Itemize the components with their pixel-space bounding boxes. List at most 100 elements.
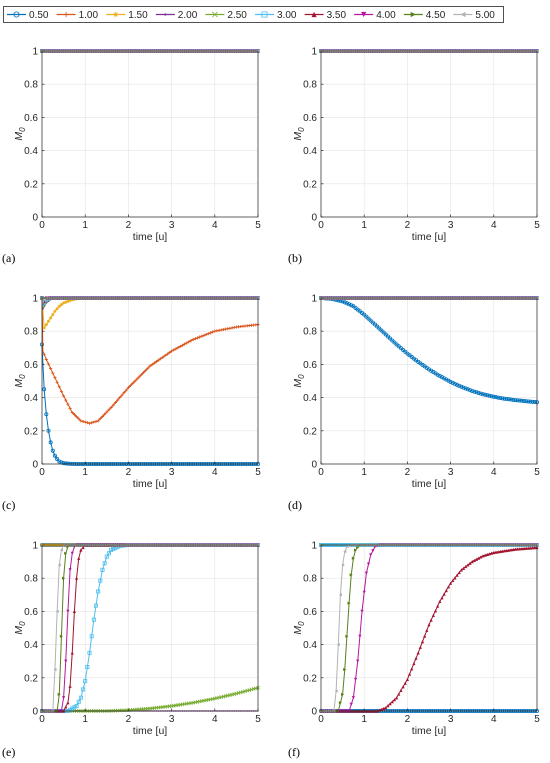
data-point — [53, 376, 57, 380]
data-point — [81, 687, 86, 692]
data-point — [496, 395, 501, 400]
axes-box — [320, 297, 538, 465]
data-point — [457, 383, 462, 388]
legend-label: 2.50 — [227, 10, 247, 21]
data-point — [57, 304, 61, 308]
legend-label: 1.50 — [128, 10, 148, 21]
data-point — [94, 419, 98, 424]
data-point — [74, 415, 79, 419]
x-tick-label: 0 — [318, 467, 324, 478]
data-point — [51, 313, 55, 317]
data-point — [504, 397, 509, 402]
y-tick-label: 1 — [311, 294, 317, 305]
data-point — [62, 301, 66, 305]
plot-background — [42, 298, 258, 464]
data-point — [44, 412, 49, 417]
data-point — [187, 340, 191, 344]
data-point — [221, 327, 226, 332]
data-point — [368, 318, 373, 323]
legend-label: 4.50 — [426, 10, 446, 21]
data-point — [154, 359, 159, 364]
data-point — [81, 419, 85, 424]
data-point — [68, 406, 72, 410]
data-point — [195, 336, 200, 340]
data-point — [530, 399, 535, 404]
data-point — [489, 394, 494, 399]
x-tick-label: 5 — [534, 467, 540, 478]
data-point — [524, 399, 529, 404]
data-point — [133, 379, 137, 383]
data-point — [519, 398, 524, 403]
data-point — [185, 341, 189, 345]
x-tick-label: 1 — [82, 467, 88, 478]
data-point — [111, 546, 116, 551]
data-point — [180, 343, 184, 347]
data-point — [450, 380, 455, 385]
data-point — [182, 342, 187, 346]
data-point — [44, 322, 48, 327]
legend-marker — [361, 11, 367, 18]
data-point — [157, 358, 161, 362]
data-point — [468, 388, 473, 393]
data-point — [48, 440, 53, 445]
data-point — [74, 576, 79, 580]
legend-label: 3.00 — [277, 10, 297, 21]
y-tick-label: 1 — [32, 47, 38, 58]
panel-label: (d) — [288, 498, 302, 512]
legend-entry: 4.00 — [354, 10, 396, 21]
x-axis-label: time [u] — [133, 478, 168, 490]
data-point — [455, 382, 460, 387]
data-point — [483, 392, 488, 397]
data-point — [377, 326, 382, 331]
y-tick-label: 0.6 — [24, 360, 38, 371]
data-point — [70, 410, 74, 415]
panel-label: (b) — [288, 251, 302, 265]
data-point — [137, 375, 141, 379]
legend-label: 4.00 — [376, 10, 396, 21]
x-tick-label: 2 — [126, 220, 132, 231]
data-point — [150, 362, 154, 367]
data-point — [44, 357, 48, 362]
data-point — [202, 333, 206, 337]
data-point — [83, 679, 88, 684]
data-point — [98, 578, 103, 583]
data-point — [111, 403, 115, 407]
y-tick-label: 0.2 — [303, 426, 317, 437]
data-point — [92, 420, 96, 424]
data-point — [146, 366, 150, 370]
data-point — [64, 705, 68, 709]
legend-marker — [63, 11, 69, 18]
data-point — [102, 561, 107, 566]
y-tick-label: 0.2 — [303, 179, 317, 190]
data-point — [392, 340, 397, 345]
x-tick-label: 4 — [491, 467, 497, 478]
data-point — [116, 398, 120, 402]
axes-box — [41, 50, 259, 218]
data-point — [59, 389, 64, 393]
data-point — [347, 302, 352, 307]
data-point — [165, 352, 169, 356]
data-point — [89, 634, 94, 639]
y-tick-label: 0.4 — [24, 393, 38, 404]
legend-entry: 2.50 — [205, 10, 247, 21]
data-point — [78, 695, 83, 700]
data-point — [465, 387, 470, 392]
data-point — [148, 364, 152, 368]
panel-label: (c) — [2, 498, 15, 512]
data-point — [390, 338, 395, 343]
data-point — [372, 322, 377, 327]
data-point — [72, 609, 76, 613]
data-point — [532, 400, 537, 405]
data-point — [230, 326, 234, 330]
data-point — [219, 328, 223, 332]
data-point — [109, 405, 113, 410]
data-point — [59, 303, 64, 307]
data-point — [106, 551, 111, 556]
legend-marker — [311, 11, 317, 18]
data-point — [176, 346, 180, 350]
x-tick-label: 2 — [126, 467, 132, 478]
plot-background — [321, 51, 537, 217]
